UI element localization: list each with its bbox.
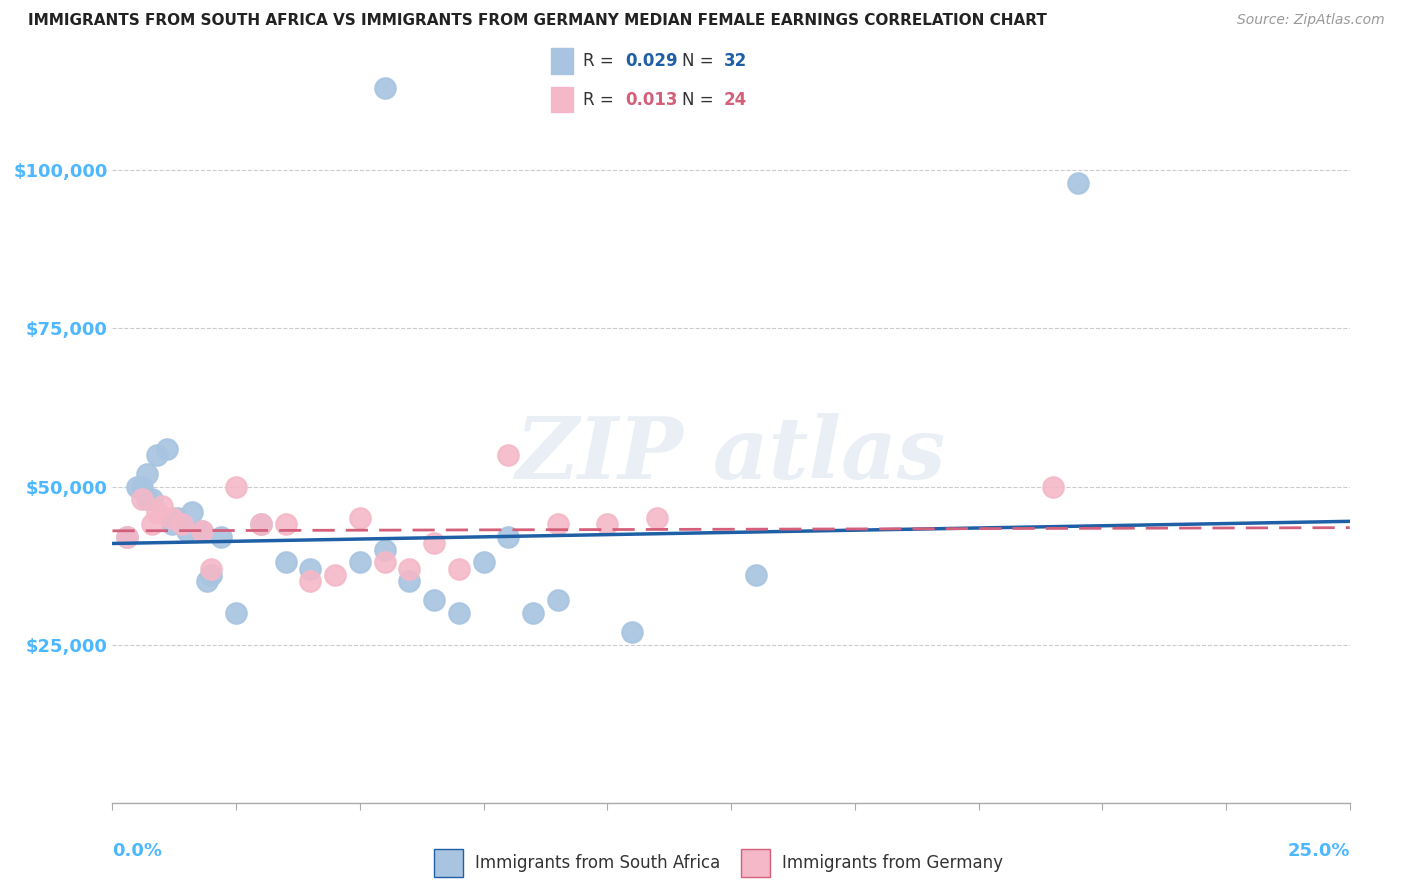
- Point: [190, 524, 212, 538]
- Point: [274, 517, 297, 532]
- Text: IMMIGRANTS FROM SOUTH AFRICA VS IMMIGRANTS FROM GERMANY MEDIAN FEMALE EARNINGS C: IMMIGRANTS FROM SOUTH AFRICA VS IMMIGRAN…: [28, 13, 1047, 29]
- Text: 25.0%: 25.0%: [1288, 842, 1350, 860]
- Point: [547, 593, 569, 607]
- Point: [146, 448, 169, 462]
- Point: [136, 492, 159, 507]
- Point: [195, 574, 218, 589]
- Point: [209, 530, 232, 544]
- Point: [547, 517, 569, 532]
- Text: Immigrants from South Africa: Immigrants from South Africa: [475, 854, 720, 872]
- Point: [156, 442, 179, 456]
- FancyBboxPatch shape: [433, 849, 463, 877]
- Point: [150, 499, 173, 513]
- Point: [745, 568, 768, 582]
- Point: [299, 574, 322, 589]
- Point: [1042, 479, 1064, 493]
- Text: 0.029: 0.029: [626, 52, 678, 70]
- Text: R =: R =: [583, 91, 619, 109]
- Point: [136, 467, 159, 481]
- Point: [176, 524, 198, 538]
- Text: N =: N =: [682, 52, 718, 70]
- Point: [200, 568, 222, 582]
- Point: [146, 505, 169, 519]
- Point: [225, 606, 247, 620]
- Text: ZIP atlas: ZIP atlas: [516, 413, 946, 497]
- Point: [398, 562, 420, 576]
- Text: 32: 32: [724, 52, 747, 70]
- Point: [225, 479, 247, 493]
- Point: [447, 606, 470, 620]
- Point: [349, 511, 371, 525]
- Point: [522, 606, 544, 620]
- Point: [374, 556, 396, 570]
- Point: [141, 517, 163, 532]
- Point: [166, 511, 188, 525]
- Point: [423, 536, 446, 550]
- Text: Immigrants from Germany: Immigrants from Germany: [782, 854, 1002, 872]
- Text: N =: N =: [682, 91, 718, 109]
- Text: Source: ZipAtlas.com: Source: ZipAtlas.com: [1237, 13, 1385, 28]
- Point: [498, 448, 520, 462]
- Point: [160, 517, 183, 532]
- Point: [596, 517, 619, 532]
- Point: [180, 505, 202, 519]
- Point: [299, 562, 322, 576]
- Point: [398, 574, 420, 589]
- FancyBboxPatch shape: [741, 849, 770, 877]
- Point: [127, 479, 149, 493]
- FancyBboxPatch shape: [551, 48, 574, 74]
- Point: [250, 517, 273, 532]
- Point: [374, 542, 396, 557]
- Point: [131, 479, 153, 493]
- Point: [141, 492, 163, 507]
- Point: [131, 492, 153, 507]
- Point: [621, 625, 644, 640]
- Point: [250, 517, 273, 532]
- Text: 24: 24: [724, 91, 747, 109]
- Point: [160, 511, 183, 525]
- Point: [170, 517, 193, 532]
- Point: [447, 562, 470, 576]
- Point: [498, 530, 520, 544]
- Point: [190, 524, 212, 538]
- Point: [374, 81, 396, 95]
- Point: [200, 562, 222, 576]
- FancyBboxPatch shape: [551, 87, 574, 112]
- Point: [1066, 176, 1088, 190]
- Text: 0.0%: 0.0%: [112, 842, 163, 860]
- Point: [645, 511, 668, 525]
- Point: [323, 568, 346, 582]
- Text: R =: R =: [583, 52, 619, 70]
- Point: [117, 530, 139, 544]
- Point: [274, 556, 297, 570]
- Text: 0.013: 0.013: [626, 91, 678, 109]
- Point: [472, 556, 495, 570]
- Point: [423, 593, 446, 607]
- Point: [117, 530, 139, 544]
- Point: [349, 556, 371, 570]
